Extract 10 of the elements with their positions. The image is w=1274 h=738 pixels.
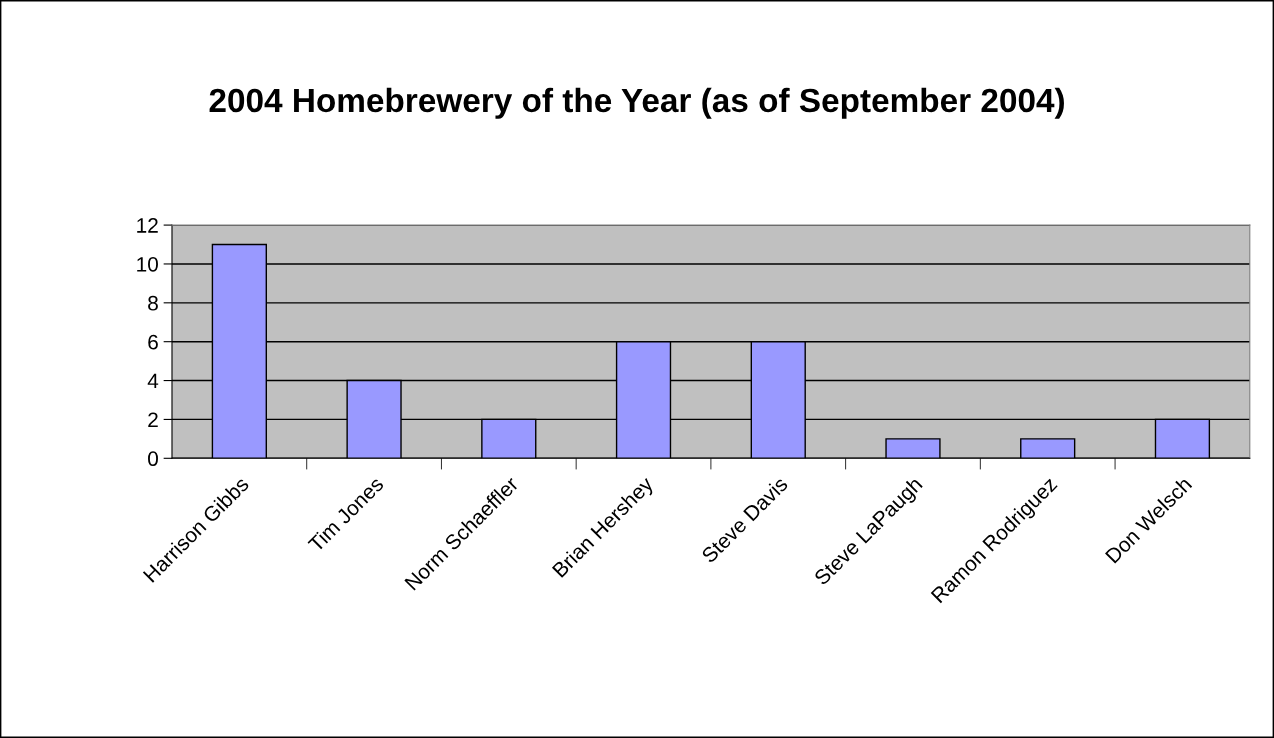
y-tick-label: 0: [148, 451, 158, 467]
y-tick-label: 6: [148, 334, 158, 350]
y-tick-label: 8: [148, 295, 158, 311]
bar: [1020, 438, 1076, 459]
chart-title: 2004 Homebrewery of the Year (as of September 2004): [209, 87, 1064, 119]
y-tick-label: 12: [137, 218, 158, 233]
y-tick-label: 10: [137, 256, 158, 272]
y-tick-label: 2: [148, 412, 158, 427]
bar: [885, 438, 941, 459]
y-tick-label: 4: [147, 373, 159, 389]
